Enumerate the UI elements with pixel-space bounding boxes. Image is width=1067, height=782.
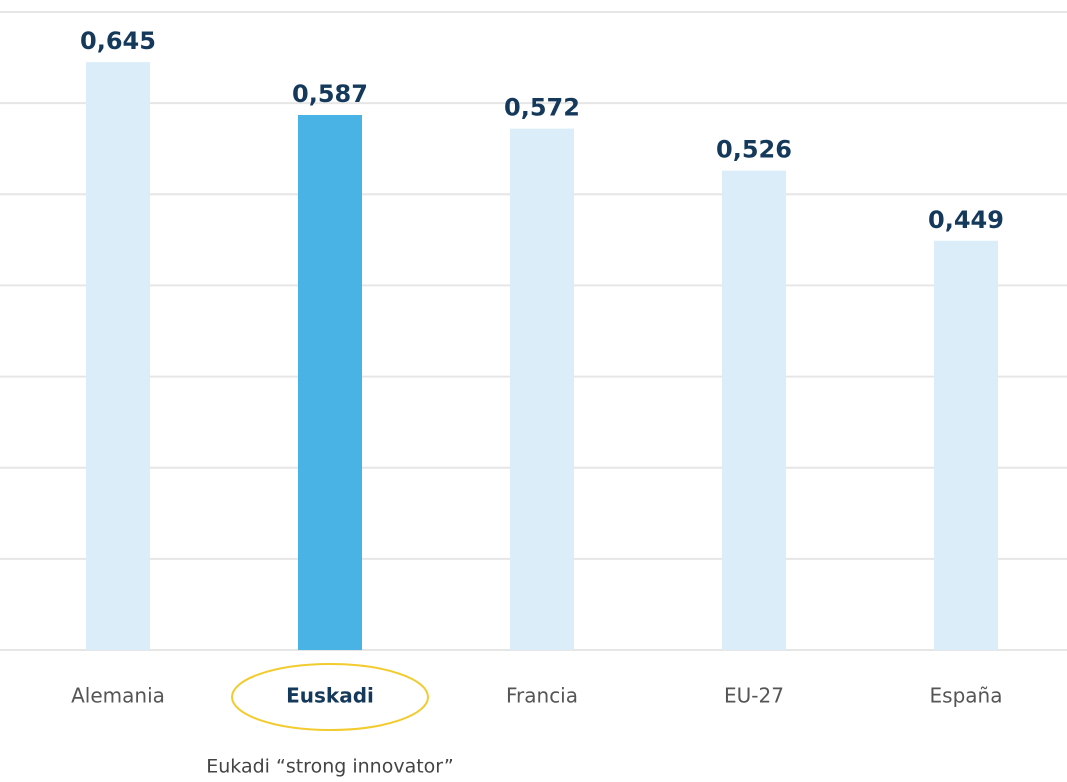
x-tick-label: España xyxy=(930,684,1003,708)
value-label: 0,526 xyxy=(716,136,792,164)
value-label: 0,449 xyxy=(928,206,1004,234)
bar xyxy=(86,62,150,651)
value-label: 0,572 xyxy=(504,94,580,122)
x-tick-label: Euskadi xyxy=(286,684,374,708)
bar xyxy=(510,128,574,651)
x-tick-label: EU-27 xyxy=(724,684,784,708)
bar xyxy=(298,114,362,650)
x-tick-label: Francia xyxy=(506,684,578,708)
bar xyxy=(722,170,786,651)
highlight-circle xyxy=(231,663,429,731)
value-label: 0,587 xyxy=(292,80,368,108)
value-label: 0,645 xyxy=(80,27,156,55)
bar xyxy=(934,240,998,651)
x-tick-label: Alemania xyxy=(71,684,165,708)
annotation: Eukadi “strong innovator” xyxy=(206,756,454,778)
